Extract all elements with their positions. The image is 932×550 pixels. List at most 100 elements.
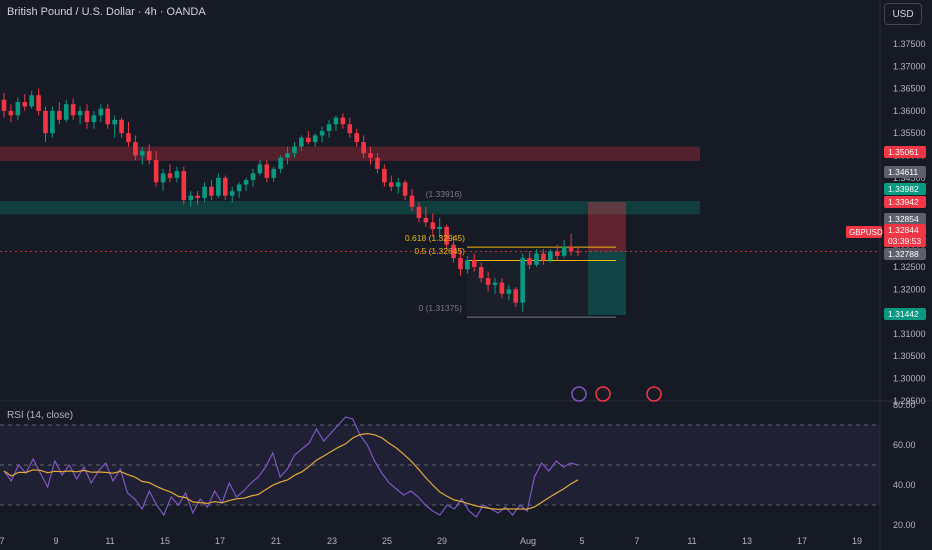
candle-body bbox=[223, 177, 228, 196]
candle-body bbox=[257, 164, 263, 174]
price-tag bbox=[884, 235, 926, 247]
candle-body bbox=[513, 289, 519, 303]
candle-body bbox=[202, 186, 207, 198]
price-tag bbox=[884, 166, 926, 178]
currency-button[interactable]: USD bbox=[884, 3, 922, 25]
candle-body bbox=[50, 110, 55, 134]
candle-body bbox=[112, 119, 117, 125]
price-tag bbox=[884, 248, 926, 260]
candle-body bbox=[361, 142, 366, 154]
rsi-axis-label: 60.00 bbox=[893, 440, 916, 450]
time-axis-label: 17 bbox=[797, 536, 807, 546]
candle-body bbox=[195, 195, 200, 198]
candle-body bbox=[534, 253, 539, 265]
candle-body bbox=[395, 182, 401, 187]
time-axis-label: 9 bbox=[53, 536, 58, 546]
candle-body bbox=[471, 260, 477, 267]
time-axis-label: 29 bbox=[437, 536, 447, 546]
fib-label: (1.33916) bbox=[426, 189, 463, 199]
candle-body bbox=[444, 226, 449, 245]
candle-body bbox=[319, 130, 325, 136]
candle-body bbox=[416, 206, 422, 218]
time-axis-label: 25 bbox=[382, 536, 392, 546]
candle-body bbox=[375, 157, 380, 169]
price-tag bbox=[884, 183, 926, 195]
price-axis-label: 1.30500 bbox=[893, 351, 926, 361]
chart-title: British Pound / U.S. Dollar · 4h · OANDA bbox=[7, 6, 206, 18]
candle-body bbox=[264, 164, 270, 178]
candle-body bbox=[485, 278, 491, 285]
candle-body bbox=[409, 195, 415, 207]
rsi-indicator-label[interactable]: RSI (14, close) bbox=[7, 410, 74, 421]
candle-body bbox=[305, 137, 311, 143]
candle-body bbox=[402, 182, 408, 196]
candle-body bbox=[160, 173, 166, 183]
time-axis-label: 11 bbox=[687, 536, 696, 546]
candle-body bbox=[119, 119, 124, 134]
zone-demand bbox=[0, 200, 700, 215]
price-tag-label: 03:39:53 bbox=[888, 236, 921, 246]
time-axis-label: 19 bbox=[852, 536, 862, 546]
candle-body bbox=[15, 101, 21, 116]
time-axis-label: 5 bbox=[579, 536, 584, 546]
fib-label: 0 (1.31375) bbox=[419, 303, 463, 313]
candle-body bbox=[153, 159, 159, 183]
candle-body bbox=[499, 282, 505, 294]
time-axis-label: 17 bbox=[215, 536, 225, 546]
price-tag bbox=[884, 213, 926, 225]
price-axis-label: 1.30000 bbox=[893, 374, 926, 384]
risk-box bbox=[588, 202, 626, 251]
candle-body bbox=[181, 171, 187, 201]
candle-body bbox=[243, 180, 249, 185]
candle-body bbox=[98, 108, 104, 116]
time-axis-label: Aug bbox=[520, 536, 536, 546]
candle-body bbox=[63, 104, 69, 120]
price-tag-label: 1.32844 bbox=[888, 225, 919, 235]
price-tag-label: 1.32788 bbox=[888, 249, 919, 259]
candle-body bbox=[382, 168, 387, 183]
candle-body bbox=[105, 108, 111, 125]
price-axis-label: 1.36500 bbox=[893, 84, 926, 94]
candle-body bbox=[458, 258, 463, 270]
candle-body bbox=[333, 117, 339, 125]
candle-body bbox=[22, 101, 28, 107]
time-axis-label: 7 bbox=[634, 536, 639, 546]
candle-body bbox=[451, 244, 456, 259]
candle-body bbox=[354, 133, 359, 143]
time-axis-label: 15 bbox=[160, 536, 170, 546]
time-axis-label: 23 bbox=[327, 536, 337, 546]
price-axis-label: 1.36000 bbox=[893, 106, 926, 116]
candle-body bbox=[278, 157, 283, 169]
candle-body bbox=[29, 95, 34, 107]
fib-label: 0.618 (1.32945) bbox=[405, 233, 465, 243]
candle-body bbox=[478, 267, 484, 279]
candle-body bbox=[167, 173, 173, 178]
candle-body bbox=[188, 195, 194, 201]
candle-body bbox=[36, 95, 41, 111]
fib-label: 0.5 (1.32645) bbox=[414, 246, 465, 256]
time-axis-label: 7 bbox=[0, 536, 5, 546]
candle-body bbox=[520, 258, 525, 303]
candle-body bbox=[70, 104, 76, 116]
time-axis-label: 21 bbox=[271, 536, 281, 546]
candle-body bbox=[312, 135, 318, 143]
candle-body bbox=[554, 251, 560, 256]
candle-body bbox=[236, 184, 242, 192]
event-icon bbox=[595, 386, 611, 402]
candle-body bbox=[388, 182, 394, 187]
symbol-tag-label: GBPUSD bbox=[849, 228, 883, 237]
candle-body bbox=[77, 110, 83, 116]
event-icon bbox=[646, 386, 662, 402]
candle-body bbox=[174, 171, 180, 178]
rsi-axis-label: 80.00 bbox=[893, 400, 916, 410]
candle-body bbox=[347, 124, 353, 134]
candle-body bbox=[84, 110, 90, 123]
candle-body bbox=[548, 251, 553, 261]
price-tag-label: 1.33982 bbox=[888, 184, 919, 194]
price-axis-label: 1.35500 bbox=[893, 128, 926, 138]
candle-body bbox=[146, 151, 152, 160]
candle-body bbox=[126, 133, 131, 143]
candle-body bbox=[575, 251, 581, 253]
candle-body bbox=[437, 226, 442, 230]
